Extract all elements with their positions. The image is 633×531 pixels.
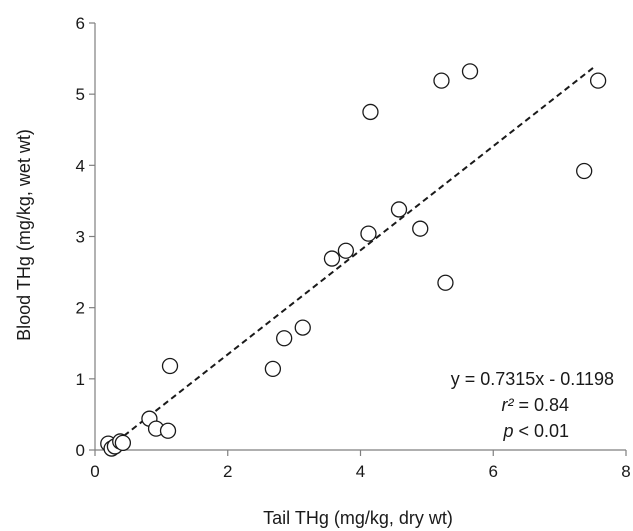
x-tick-label: 8 [621,462,630,481]
x-tick-label: 4 [356,462,365,481]
data-point [159,422,177,439]
data-point [362,103,379,121]
y-tick-label: 2 [76,299,85,318]
x-tick-label: 6 [489,462,498,481]
y-tick-label: 5 [76,85,85,104]
trendline [107,64,597,449]
y-tick-label: 3 [76,228,85,247]
data-point [390,201,408,218]
p-value-text: < 0.01 [513,421,569,441]
x-tick-label: 0 [90,462,99,481]
data-point [412,220,429,237]
data-point [461,63,479,80]
data-point [276,330,293,347]
y-tick-label: 6 [76,14,85,33]
data-point [360,225,377,242]
p-value-label: p < 0.01 [502,421,569,441]
y-tick-label: 0 [76,441,85,460]
y-tick-label: 4 [76,156,85,175]
data-point [576,162,593,180]
regression-equation: y = 0.7315x - 0.1198 [451,369,614,389]
y-axis-label: Blood THg (mg/kg, wet wt) [14,129,34,341]
data-point [114,434,132,452]
data-point [337,242,355,259]
y-tick-label: 1 [76,370,85,389]
r-squared-symbol: r² [501,395,514,415]
data-point [323,250,341,267]
regression-annotation: y = 0.7315x - 0.1198 r² = 0.84 p < 0.01 [451,369,614,441]
x-axis-label: Tail THg (mg/kg, dry wt) [263,508,453,528]
data-point [161,357,179,375]
trendline-group [107,64,597,449]
data-point [437,274,454,291]
p-symbol: p [502,421,513,441]
data-point [433,72,450,89]
axes [89,22,627,456]
r-squared-value: = 0.84 [513,395,569,415]
data-points [100,63,607,457]
r-squared-label: r² = 0.84 [501,395,569,415]
x-tick-label: 2 [223,462,232,481]
data-point [294,319,311,336]
tick-labels: 0 1 2 3 4 5 6 0 2 4 6 8 [76,14,631,481]
data-point [589,72,607,89]
data-point [264,360,282,378]
